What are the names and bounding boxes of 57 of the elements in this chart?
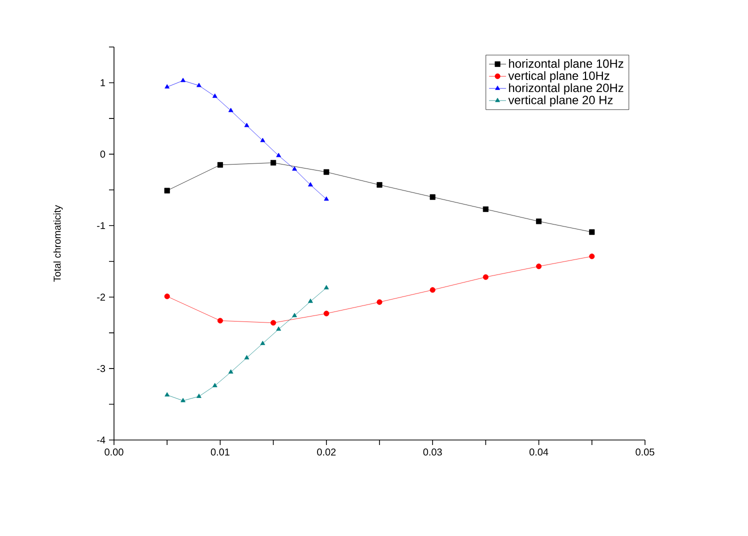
point [164,84,170,89]
point [324,310,330,316]
point [244,122,250,128]
x-tick-label: 0.02 [317,448,336,456]
point [376,182,382,188]
point [212,382,218,388]
y-tick-label: 0 [100,150,106,158]
point [217,318,223,324]
point [164,188,170,194]
point [180,398,186,402]
point [260,138,266,142]
x-tick-label: 0.01 [210,448,230,456]
x-tick-label: 0.05 [636,448,654,456]
point [536,218,542,224]
point [430,194,436,200]
point [482,206,488,212]
point [589,254,595,260]
point [164,294,170,300]
point [180,78,186,82]
point [270,320,276,326]
legend-label: horizontal plane 20Hz [509,83,624,94]
y-tick-label: -1 [97,222,106,230]
point [324,285,329,290]
point [196,82,202,88]
x-tick-label: 0.00 [104,448,124,456]
point [228,108,234,112]
y-tick-label: -2 [97,294,106,301]
point [324,196,329,201]
point [217,162,223,168]
x-tick-label: 0.04 [530,448,548,456]
point [308,182,313,186]
point [430,287,436,293]
point [276,152,282,158]
point [308,298,313,303]
point [276,326,282,331]
point [260,340,266,346]
point [228,369,234,374]
point [536,264,542,270]
y-tick-label: -4 [97,436,106,444]
x-tick-label: 0.03 [423,448,442,456]
point [589,229,595,235]
legend-label: horizontal plane 10Hz [509,59,624,70]
point [292,312,297,318]
legend-label: vertical plane 10Hz [508,71,610,82]
point [376,299,382,305]
point [244,355,250,360]
y-tick-label: 1 [100,79,106,86]
point [324,169,330,175]
point [292,166,297,171]
y-axis-title: Total chromaticity [53,205,63,282]
y-tick-label: -3 [97,365,106,372]
point [164,392,170,396]
point [482,274,488,280]
point [270,160,276,166]
legend-label: vertical plane 20 Hz [508,95,613,107]
point [212,94,218,98]
point [196,394,202,398]
